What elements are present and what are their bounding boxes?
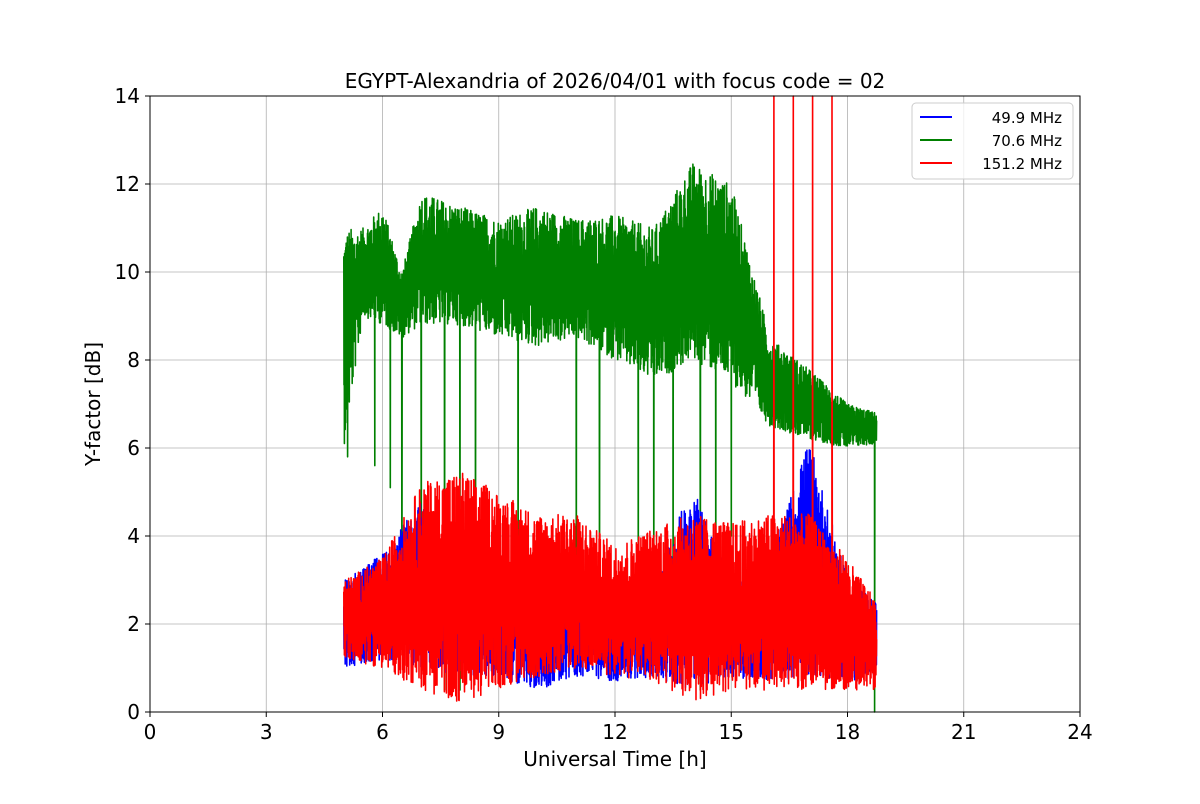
data-layer <box>343 95 878 713</box>
legend: 49.9 MHz 70.6 MHz 151.2 MHz <box>911 102 1074 180</box>
series-line-70-6-mhz <box>343 163 878 713</box>
y-tick-label: 12 <box>115 172 140 196</box>
chart-title: EGYPT-Alexandria of 2026/04/01 with focu… <box>345 69 886 93</box>
legend-label: 49.9 MHz <box>992 109 1062 127</box>
x-tick-label: 18 <box>835 720 860 744</box>
y-tick-label: 6 <box>127 436 140 460</box>
y-tick-label: 8 <box>127 348 140 372</box>
x-tick-label: 12 <box>602 720 627 744</box>
y-tick-label: 10 <box>115 260 140 284</box>
y-axis-title: Y-factor [dB] <box>81 342 105 467</box>
x-tick-label: 6 <box>376 720 389 744</box>
x-tick-label: 9 <box>492 720 505 744</box>
series-line-151-2-mhz <box>343 95 878 702</box>
x-tick-label: 0 <box>144 720 157 744</box>
x-tick-label: 15 <box>719 720 744 744</box>
x-tick-label: 24 <box>1067 720 1092 744</box>
y-tick-label: 4 <box>127 524 140 548</box>
legend-label: 70.6 MHz <box>992 132 1062 150</box>
x-axis-title: Universal Time [h] <box>523 747 706 771</box>
y-tick-label: 2 <box>127 612 140 636</box>
x-tick-label: 3 <box>260 720 273 744</box>
y-tick-label: 0 <box>127 700 140 724</box>
legend-box <box>911 102 1074 180</box>
y-tick-label: 14 <box>115 84 140 108</box>
x-tick-label: 21 <box>951 720 976 744</box>
legend-label: 151.2 MHz <box>982 155 1062 173</box>
